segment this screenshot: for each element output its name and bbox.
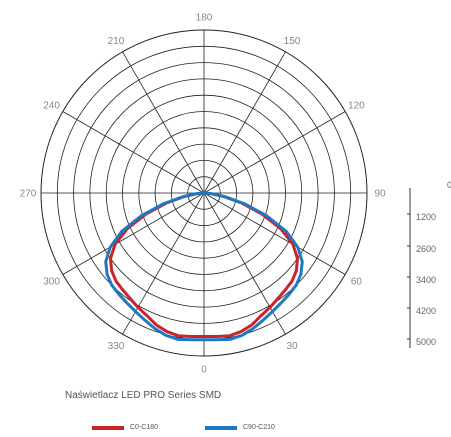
angle-spokes [41,30,367,356]
grid-spoke [122,192,205,335]
radial-scale: 0 1200 2600 3400 4200 5000 [407,180,451,348]
grid-spoke [203,51,286,194]
scale-label-5000: 5000 [416,337,436,347]
grid-spoke [62,192,205,275]
angle-label-240: 240 [43,101,60,112]
series-curve-c90-c210 [104,191,304,342]
angle-label-0: 0 [201,365,207,376]
grid-spoke [203,192,286,335]
scale-label-4200: 4200 [416,306,436,316]
grid-spoke [122,51,205,194]
intensity-curves [104,191,304,342]
angle-labels: 0 30 60 90 120 150 180 210 240 270 300 330 [20,13,386,376]
angle-label-210: 210 [108,36,125,47]
series-curve-c0-c180 [109,191,299,339]
angle-label-150: 150 [284,36,301,47]
angle-label-60: 60 [351,277,363,288]
angle-label-120: 120 [348,101,365,112]
grid-spoke [62,111,205,194]
legend-label-c0-c180: C0-C180 [130,424,159,431]
chart-caption: Naświetlacz LED PRO Series SMD [65,390,222,401]
angle-label-330: 330 [108,341,125,352]
angle-label-180: 180 [196,13,213,24]
angle-label-270: 270 [20,189,37,200]
scale-label-0: 0 [447,180,451,190]
legend-swatch-c0-c180 [92,425,124,430]
legend-item-c0-c180: C0-C180 [92,424,158,431]
grid-spoke [203,192,346,275]
scale-label-3400: 3400 [416,275,436,285]
grid-spoke [203,111,346,194]
angle-label-300: 300 [43,277,60,288]
scale-label-2600: 2600 [416,244,436,254]
legend-label-c90-c210: C90-C210 [243,424,275,431]
angle-label-30: 30 [286,341,298,352]
scale-label-1200: 1200 [416,212,436,222]
legend-item-c90-c210: C90-C210 [205,424,275,431]
legend-swatch-c90-c210 [205,425,237,430]
angle-label-90: 90 [374,189,386,200]
